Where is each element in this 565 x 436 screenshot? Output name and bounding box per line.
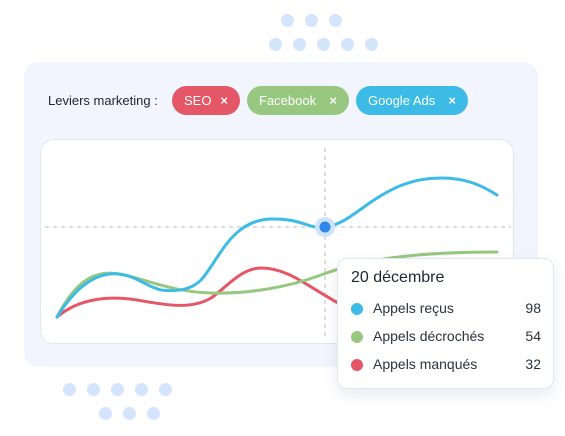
dot bbox=[159, 383, 172, 396]
tooltip-row-value: 98 bbox=[525, 300, 541, 316]
dot bbox=[317, 38, 330, 51]
filter-chip-label: Facebook bbox=[259, 93, 317, 108]
dot bbox=[87, 383, 100, 396]
tooltip-row-appels-decroches: Appels décrochés 54 bbox=[351, 328, 541, 346]
series-line-appels-recus bbox=[55, 176, 499, 319]
filter-chip-label: SEO bbox=[184, 93, 212, 108]
tooltip-row-appels-recus: Appels reçus 98 bbox=[351, 300, 541, 318]
dot bbox=[63, 383, 76, 396]
tooltip-date: 20 décembre bbox=[351, 269, 445, 286]
filter-chip-label: Google Ads bbox=[368, 93, 436, 108]
tooltip-row-value: 54 bbox=[525, 328, 541, 344]
dot bbox=[341, 38, 354, 51]
tooltip-row-label: Appels décrochés bbox=[373, 328, 485, 344]
tooltip-row-label: Appels reçus bbox=[373, 300, 454, 316]
dot bbox=[111, 383, 124, 396]
legend-swatch-appels-recus bbox=[351, 303, 363, 315]
dot bbox=[281, 14, 294, 27]
remove-filter-icon[interactable]: × bbox=[329, 93, 337, 108]
dot bbox=[305, 14, 318, 27]
dot bbox=[269, 38, 282, 51]
dot bbox=[135, 383, 148, 396]
chart-tooltip: 20 décembre Appels reçus 98 Appels décro… bbox=[337, 258, 554, 389]
filter-chip-seo[interactable]: SEO × bbox=[172, 86, 240, 115]
filters-label: Leviers marketing : bbox=[48, 93, 158, 108]
highlight-point[interactable] bbox=[319, 221, 331, 233]
dot bbox=[365, 38, 378, 51]
filter-chip-facebook[interactable]: Facebook × bbox=[247, 86, 349, 115]
remove-filter-icon[interactable]: × bbox=[448, 93, 456, 108]
dot bbox=[293, 38, 306, 51]
dot bbox=[123, 407, 136, 420]
legend-swatch-appels-manques bbox=[351, 359, 363, 371]
tooltip-row-appels-manques: Appels manqués 32 bbox=[351, 356, 541, 374]
tooltip-row-label: Appels manqués bbox=[373, 356, 478, 372]
series-line-appels-manques bbox=[55, 266, 353, 319]
remove-filter-icon[interactable]: × bbox=[220, 93, 228, 108]
dot bbox=[147, 407, 160, 420]
legend-swatch-appels-decroches bbox=[351, 331, 363, 343]
dot bbox=[99, 407, 112, 420]
filter-chip-google-ads[interactable]: Google Ads × bbox=[356, 86, 468, 115]
dot bbox=[329, 14, 342, 27]
tooltip-row-value: 32 bbox=[525, 356, 541, 372]
